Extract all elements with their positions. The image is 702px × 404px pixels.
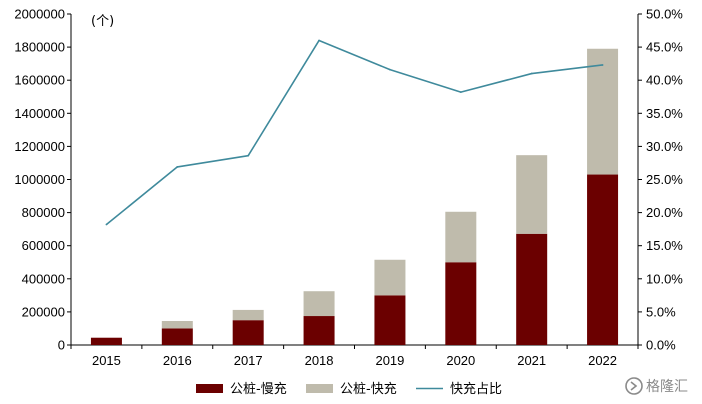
bar-slow-charge xyxy=(516,233,548,345)
x-tick-label: 2016 xyxy=(163,353,192,368)
bar-slow-charge xyxy=(90,337,122,345)
left-tick-label: 0 xyxy=(58,338,65,353)
right-tick-label: 0.0% xyxy=(646,338,676,353)
right-tick-label: 40.0% xyxy=(646,73,683,88)
unit-label: (个) xyxy=(91,14,114,29)
bar-fast-charge xyxy=(303,291,335,317)
right-tick-label: 45.0% xyxy=(646,40,683,55)
right-tick-label: 50.0% xyxy=(646,7,683,22)
legend-swatch-slow-charge xyxy=(196,384,223,393)
bar-fast-charge xyxy=(232,309,264,321)
watermark: 格隆汇 xyxy=(625,377,688,395)
x-tick-label: 2021 xyxy=(517,353,546,368)
legend-label-fast-charge: 公桩-快充 xyxy=(340,381,397,397)
bar-fast-charge xyxy=(445,211,477,263)
bar-slow-charge xyxy=(232,320,264,345)
line-point xyxy=(389,68,391,71)
x-tick-label: 2022 xyxy=(588,353,617,368)
x-tick-label: 2018 xyxy=(305,353,334,368)
x-tick-label: 2020 xyxy=(446,353,475,368)
left-axis-ticks: 0 200000 400000 600000 800000 1000000 1200000 1… xyxy=(14,7,71,353)
line-series xyxy=(105,39,604,226)
line-point xyxy=(176,166,179,168)
bar-series xyxy=(90,48,619,345)
line-point xyxy=(105,223,108,226)
bar-slow-charge xyxy=(587,174,619,345)
left-tick-label: 1400000 xyxy=(14,106,65,121)
line-point xyxy=(247,154,250,157)
left-tick-label: 1200000 xyxy=(14,139,65,154)
watermark-text: 格隆汇 xyxy=(646,379,688,395)
watermark-logo-icon xyxy=(625,377,643,395)
left-tick-label: 600000 xyxy=(22,238,65,253)
bar-slow-charge xyxy=(374,295,406,345)
right-tick-label: 20.0% xyxy=(646,205,683,220)
right-axis-ticks: 0.0% 5.0% 10.0% 15.0% 20.0% 25.0% 30.0% 35.0% 40… xyxy=(638,7,683,353)
right-tick-label: 35.0% xyxy=(646,106,683,121)
right-tick-label: 25.0% xyxy=(646,172,683,187)
legend-label-fast-share: 快充占比 xyxy=(450,381,502,397)
left-tick-label: 200000 xyxy=(22,304,65,319)
bar-slow-charge xyxy=(445,262,477,345)
bar-fast-charge xyxy=(374,259,406,296)
line-fast-charge-share xyxy=(105,39,603,226)
legend: 公桩-慢充 公桩-快充 快充占比 xyxy=(196,381,502,397)
line-point xyxy=(318,39,320,42)
chart-axes xyxy=(70,14,639,346)
right-tick-label: 10.0% xyxy=(646,271,683,286)
left-tick-label: 1000000 xyxy=(14,172,65,187)
left-tick-label: 800000 xyxy=(22,205,65,220)
bar-fast-charge xyxy=(161,321,193,329)
bar-fast-charge xyxy=(516,155,548,234)
left-tick-label: 400000 xyxy=(22,271,65,286)
bar-slow-charge xyxy=(161,328,193,345)
line-point xyxy=(459,91,462,94)
x-tick-label: 2019 xyxy=(375,353,404,368)
line-point xyxy=(530,72,533,75)
legend-label-slow-charge: 公桩-慢充 xyxy=(230,381,287,397)
bar-fast-charge xyxy=(587,48,619,175)
left-tick-label: 1800000 xyxy=(14,40,65,55)
left-tick-label: 2000000 xyxy=(14,7,65,22)
right-tick-label: 5.0% xyxy=(646,304,676,319)
right-tick-label: 30.0% xyxy=(646,139,683,154)
right-tick-label: 15.0% xyxy=(646,238,683,253)
legend-swatch-fast-charge xyxy=(306,384,333,393)
bar-slow-charge xyxy=(303,316,335,345)
x-tick-label: 2015 xyxy=(92,353,121,368)
x-axis-ticks: 2015 2016 2017 2018 2019 2020 2021 2022 xyxy=(70,345,639,368)
x-tick-label: 2017 xyxy=(234,353,263,368)
left-tick-label: 1600000 xyxy=(14,73,65,88)
line-point xyxy=(601,64,604,66)
